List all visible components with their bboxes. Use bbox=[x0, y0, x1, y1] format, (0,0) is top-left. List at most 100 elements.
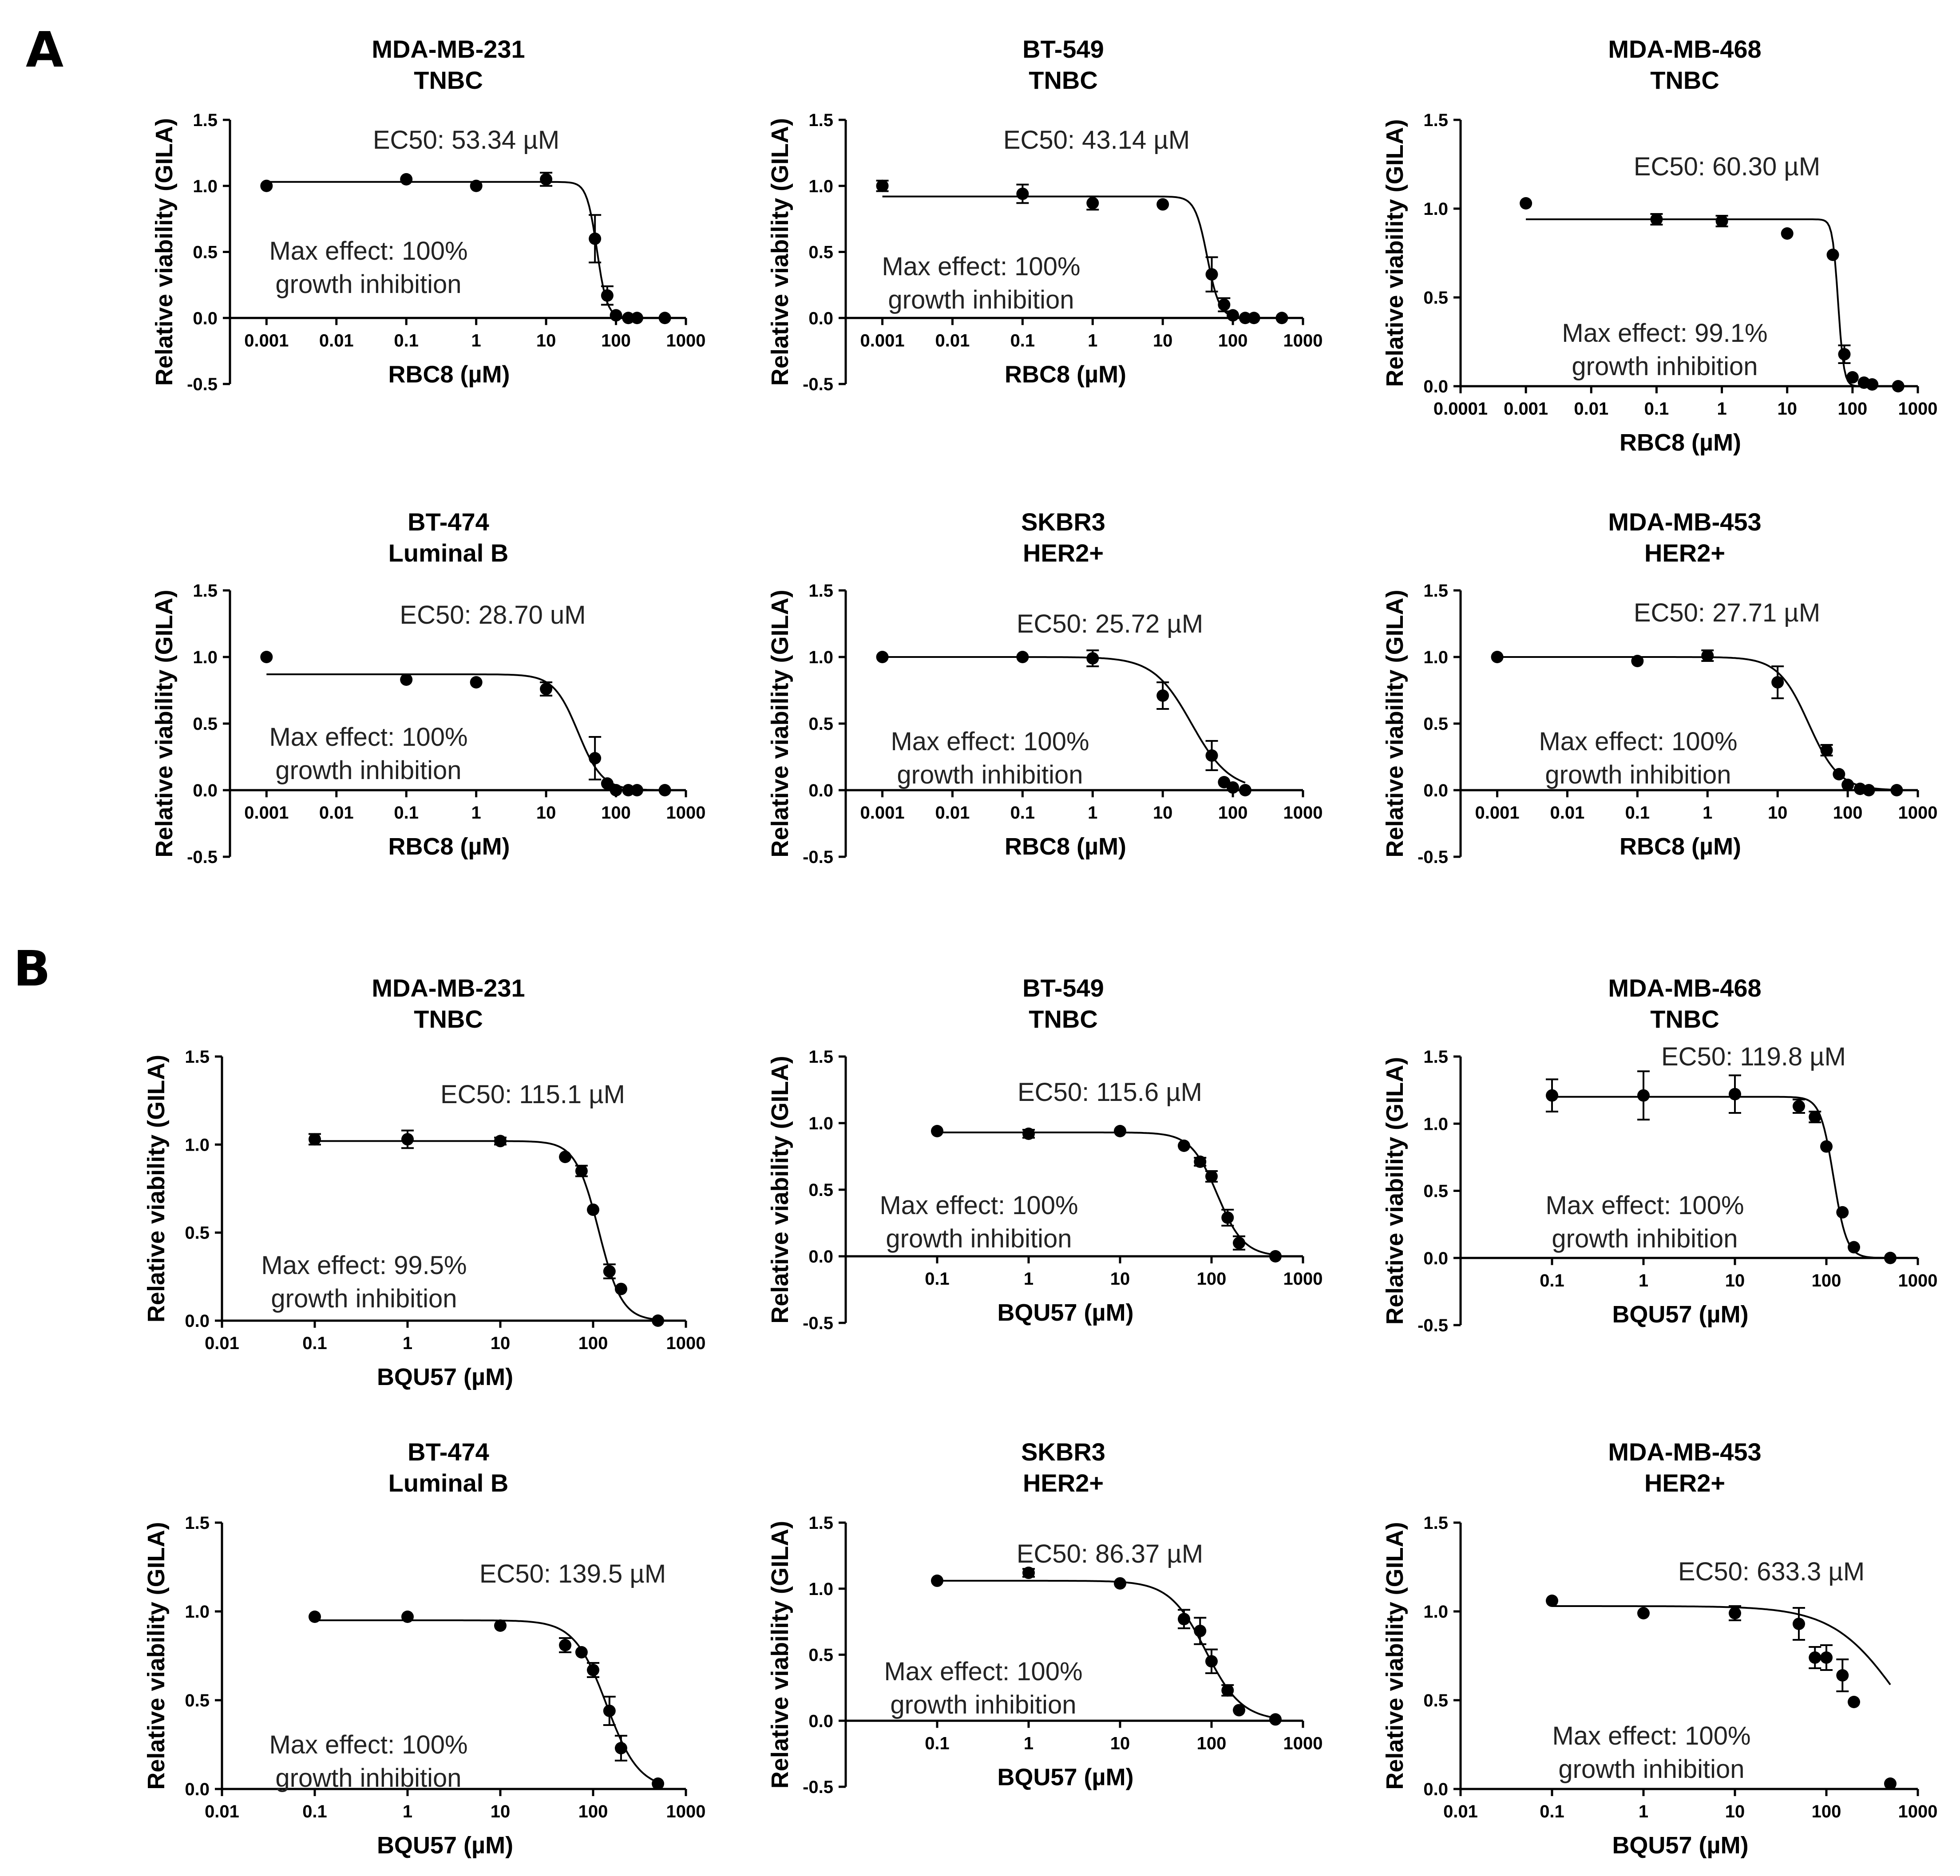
y-axis-label: Relative viability (GILA) bbox=[1382, 119, 1408, 387]
x-tick-label: 100 bbox=[578, 1802, 608, 1821]
data-point bbox=[652, 1314, 665, 1327]
data-point bbox=[931, 1125, 943, 1137]
x-tick-label: 10 bbox=[1110, 1734, 1130, 1753]
data-point bbox=[1177, 1613, 1190, 1626]
x-axis-label: BQU57 (µM) bbox=[1612, 1301, 1748, 1328]
data-point bbox=[1233, 1704, 1246, 1717]
data-point bbox=[1269, 1713, 1282, 1726]
y-tick-label: 1.0 bbox=[185, 1135, 210, 1155]
data-point bbox=[1701, 649, 1714, 662]
data-point bbox=[1820, 744, 1833, 756]
y-tick-label: 0.0 bbox=[808, 1247, 833, 1266]
x-tick-label: 0.001 bbox=[1504, 399, 1548, 419]
y-tick-label: -0.5 bbox=[803, 375, 833, 394]
y-tick-label: -0.5 bbox=[803, 847, 833, 867]
chart-subtitle: HER2+ bbox=[1023, 1469, 1104, 1497]
x-axis-label: BQU57 (µM) bbox=[377, 1364, 513, 1390]
chart-subtitle: TNBC bbox=[1029, 1005, 1098, 1033]
max-effect-annotation: Max effect: 100% bbox=[884, 1657, 1082, 1686]
max-effect-annotation: Max effect: 100% bbox=[882, 252, 1080, 281]
y-tick-label: 1.5 bbox=[1423, 1047, 1448, 1067]
x-axis-label: BQU57 (µM) bbox=[997, 1764, 1133, 1790]
x-tick-label: 1000 bbox=[666, 1334, 706, 1353]
x-tick-label: 1000 bbox=[666, 803, 706, 823]
growth-inhibition-annotation: growth inhibition bbox=[275, 756, 461, 785]
data-point bbox=[603, 1705, 616, 1717]
data-point bbox=[1239, 312, 1251, 325]
growth-inhibition-annotation: growth inhibition bbox=[888, 285, 1074, 314]
data-point bbox=[1637, 1089, 1650, 1102]
y-axis-label: Relative viability (GILA) bbox=[1382, 590, 1408, 857]
y-axis-label: Relative viability (GILA) bbox=[151, 118, 178, 386]
data-point bbox=[614, 1282, 627, 1295]
data-point bbox=[309, 1611, 321, 1623]
data-point bbox=[610, 784, 622, 796]
data-point bbox=[1205, 1170, 1218, 1183]
y-tick-label: 1.5 bbox=[808, 1047, 833, 1067]
max-effect-annotation: Max effect: 100% bbox=[891, 727, 1089, 756]
x-tick-label: 0.01 bbox=[935, 331, 970, 350]
chart-title: BT-474 bbox=[408, 508, 489, 536]
data-point bbox=[260, 179, 273, 192]
y-tick-label: -0.5 bbox=[803, 1314, 833, 1333]
y-tick-label: 1.5 bbox=[808, 111, 833, 130]
x-tick-label: 0.001 bbox=[244, 331, 289, 350]
y-tick-label: 1.0 bbox=[1423, 648, 1448, 667]
chart-subtitle: TNBC bbox=[414, 66, 483, 94]
x-tick-label: 0.01 bbox=[1574, 399, 1608, 419]
data-point bbox=[622, 312, 635, 325]
x-tick-label: 0.1 bbox=[1540, 1802, 1564, 1821]
x-tick-label: 0.1 bbox=[1625, 803, 1650, 823]
chart-11: SKBR3 HER2+ -0.5 0.0 0.5 1.0 1.5 Relative viabi… bbox=[767, 1438, 1323, 1797]
y-tick-label: 0.5 bbox=[1423, 1182, 1448, 1201]
x-tick-label: 0.1 bbox=[925, 1269, 950, 1289]
y-axis-label: Relative viability (GILA) bbox=[767, 1056, 793, 1323]
data-point bbox=[1631, 655, 1644, 667]
y-axis-label: Relative viability (GILA) bbox=[143, 1522, 170, 1789]
x-axis-label: RBC8 (µM) bbox=[1005, 833, 1126, 860]
x-tick-label: 1000 bbox=[1283, 1734, 1323, 1753]
chart-3: MDA-MB-468 TNBC 0.0 0.5 1.0 1.5 Relative viabi… bbox=[1382, 35, 1937, 456]
data-point bbox=[622, 784, 635, 796]
growth-inhibition-annotation: growth inhibition bbox=[275, 1764, 461, 1793]
chart-title: MDA-MB-453 bbox=[1608, 508, 1761, 536]
x-tick-label: 100 bbox=[1812, 1271, 1841, 1290]
x-axis-label: RBC8 (µM) bbox=[1005, 361, 1126, 388]
x-tick-label: 1000 bbox=[1898, 1271, 1938, 1290]
data-point bbox=[1884, 1251, 1897, 1264]
data-point bbox=[559, 1151, 572, 1164]
chart-title: BT-474 bbox=[408, 1438, 489, 1466]
y-tick-label: 0.5 bbox=[808, 243, 833, 262]
data-point bbox=[1156, 689, 1169, 702]
y-tick-label: 1.0 bbox=[808, 648, 833, 667]
data-point bbox=[1205, 749, 1218, 762]
y-tick-label: 1.0 bbox=[193, 177, 218, 196]
x-tick-label: 0.1 bbox=[1010, 331, 1035, 350]
fit-curve bbox=[937, 1579, 1276, 1719]
ec50-annotation: EC50: 86.37 µM bbox=[1017, 1540, 1203, 1568]
x-tick-label: 0.001 bbox=[1475, 803, 1520, 823]
ec50-annotation: EC50: 53.34 µM bbox=[373, 126, 559, 154]
data-point bbox=[1546, 1089, 1558, 1102]
y-tick-label: 0.5 bbox=[808, 714, 833, 734]
y-tick-label: 0.0 bbox=[808, 309, 833, 328]
y-tick-label: 0.0 bbox=[185, 1311, 210, 1331]
x-tick-label: 100 bbox=[1837, 399, 1867, 419]
y-axis-label: Relative viability (GILA) bbox=[767, 1521, 793, 1789]
chart-2: BT-549 TNBC -0.5 0.0 0.5 1.0 1.5 Relative viabi… bbox=[767, 35, 1323, 394]
data-point bbox=[1546, 1595, 1558, 1607]
y-tick-label: 1.0 bbox=[185, 1602, 210, 1622]
panel-label-a: A bbox=[26, 21, 63, 78]
x-tick-label: 0.1 bbox=[1010, 803, 1035, 823]
data-point bbox=[1221, 1211, 1234, 1224]
y-tick-label: 1.0 bbox=[193, 648, 218, 667]
data-point bbox=[589, 232, 602, 245]
chart-title: SKBR3 bbox=[1021, 1438, 1105, 1466]
max-effect-annotation: Max effect: 99.5% bbox=[261, 1251, 467, 1280]
chart-title: MDA-MB-453 bbox=[1608, 1438, 1761, 1466]
ec50-annotation: EC50: 43.14 µM bbox=[1003, 126, 1190, 154]
x-axis-label: RBC8 (µM) bbox=[1619, 833, 1741, 860]
data-point bbox=[1247, 312, 1260, 325]
fit-curve bbox=[315, 1619, 658, 1783]
fit-curve bbox=[1497, 656, 1897, 791]
